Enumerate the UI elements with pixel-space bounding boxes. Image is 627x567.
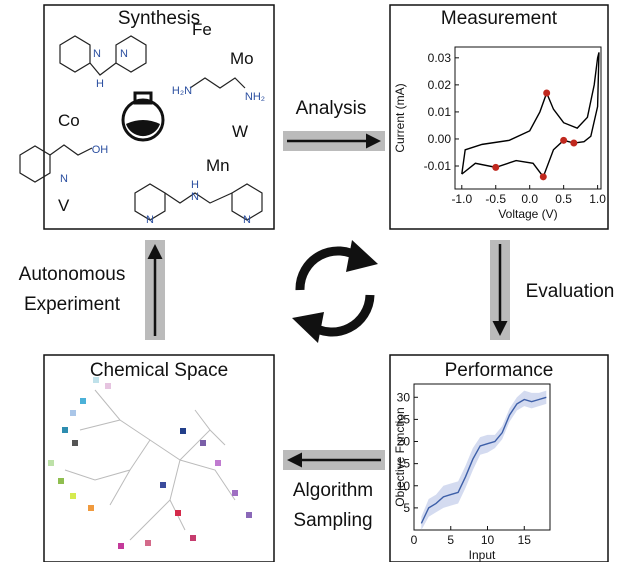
performance-panel (390, 355, 608, 562)
y-tick-label: 0.02 (428, 78, 452, 92)
arrow-label: Algorithm (293, 480, 373, 501)
panel-title: Chemical Space (90, 360, 228, 381)
arrow-label: Experiment (24, 294, 121, 315)
element-label: Mn (206, 156, 230, 175)
panel-title: Measurement (441, 8, 558, 29)
panel-title: Performance (445, 360, 554, 381)
arrow-label: Autonomous (19, 264, 126, 285)
arrow-label: Analysis (296, 98, 367, 119)
x-axis-label: Voltage (V) (498, 207, 557, 221)
atom-label: N (191, 191, 199, 203)
x-tick-label: 0 (411, 533, 418, 547)
x-tick-label: -1.0 (451, 192, 472, 206)
element-label: V (58, 196, 70, 215)
peak-point (570, 140, 577, 147)
x-tick-label: 0.5 (555, 192, 572, 206)
y-tick-label: 30 (397, 390, 411, 404)
peak-point (560, 137, 567, 144)
element-label: Fe (192, 20, 212, 39)
x-tick-label: 10 (481, 533, 495, 547)
element-label: Mo (230, 49, 254, 68)
panel-title: Synthesis (118, 8, 200, 29)
x-tick-label: -0.5 (485, 192, 506, 206)
atom-label: N (243, 214, 251, 226)
x-tick-label: 1.0 (589, 192, 606, 206)
element-label: W (232, 122, 248, 141)
peak-point (492, 164, 499, 171)
atom-label: H₂N (172, 85, 192, 97)
y-axis-label: Current (mA) (393, 83, 407, 152)
y-tick-label: 0.01 (428, 105, 452, 119)
y-tick-label: 0.03 (428, 51, 452, 65)
peak-point (540, 173, 547, 180)
atom-label: N (120, 48, 128, 60)
element-label: Co (58, 111, 80, 130)
x-tick-label: 5 (447, 533, 454, 547)
atom-label: N (93, 48, 101, 60)
y-tick-label: -0.01 (424, 159, 452, 173)
atom-label: H (96, 78, 104, 90)
x-tick-label: 0.0 (521, 192, 538, 206)
arrow-label: Evaluation (526, 281, 615, 302)
workflow-diagram: Synthesis Fe Mo Co W Mn V N H N H₂N NH₂ … (0, 0, 627, 562)
peak-point (543, 89, 550, 96)
y-axis-label: Objective Function (393, 407, 407, 506)
y-tick-label: 0.00 (428, 132, 452, 146)
atom-label: NH₂ (245, 91, 265, 103)
atom-label: OH (92, 144, 109, 156)
x-axis-label: Input (469, 548, 496, 562)
atom-label: H (191, 179, 199, 191)
atom-label: N (60, 173, 68, 185)
arrow-label: Sampling (293, 510, 372, 531)
atom-label: N (146, 214, 154, 226)
x-tick-label: 15 (518, 533, 532, 547)
chemical-space-panel (44, 355, 274, 562)
